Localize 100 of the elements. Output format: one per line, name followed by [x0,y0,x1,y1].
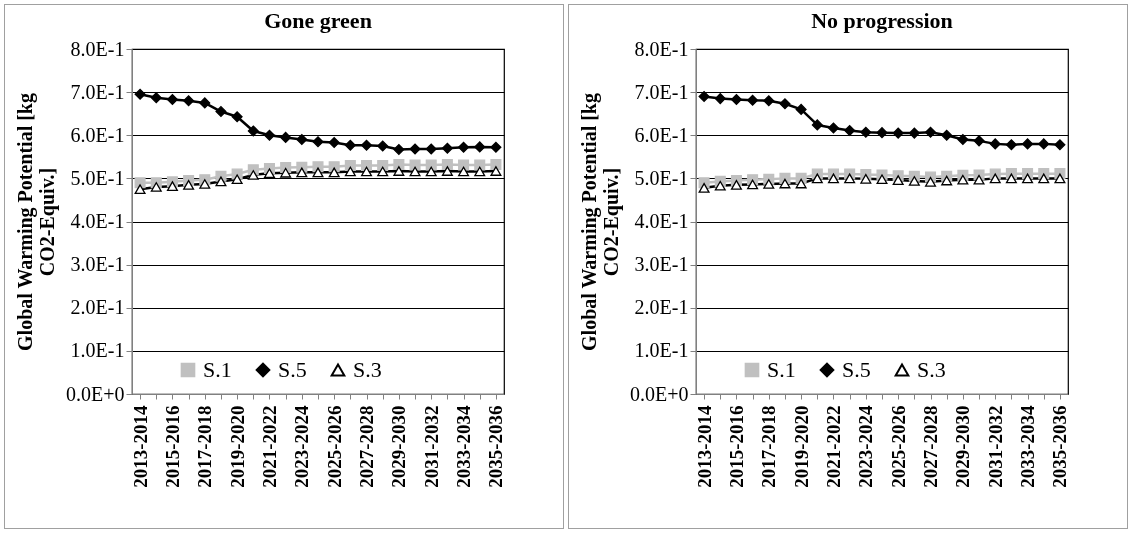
chart-title: Gone green [264,8,372,33]
point [763,95,775,107]
point [1054,139,1066,151]
chart-title: No progression [811,8,953,33]
point [409,159,421,171]
y-tick-label: 2.0E-1 [70,296,125,319]
x-tick-label: 2035-2036 [485,405,507,488]
point [876,127,888,139]
x-tick-label: 2019-2020 [790,405,812,488]
x-tick-label: 2017-2018 [758,405,780,488]
point [989,173,1001,184]
point [957,174,969,185]
x-tick-label: 2031-2032 [420,405,442,488]
point [763,179,775,189]
x-tick-label: 2031-2032 [984,405,1006,488]
point [827,122,839,134]
y-tick-label: 1.0E-1 [634,339,689,362]
point [263,168,275,179]
point [312,136,324,148]
point [425,166,437,177]
point [730,179,742,190]
point [973,174,985,185]
point [844,124,856,137]
y-tick-label: 8.0E-1 [634,37,689,60]
point [860,126,872,138]
point [941,129,953,141]
point [296,167,308,178]
point [698,182,710,193]
point [747,179,759,190]
x-tick-label: 2027-2028 [356,405,378,488]
legend-label: S.5 [278,357,307,382]
point [134,88,146,100]
point [150,92,162,104]
point [490,159,502,171]
point [714,180,726,191]
point [183,95,195,107]
point [779,98,791,110]
y-tick-label: 4.0E-1 [70,210,125,232]
x-tick-label: 2023-2024 [855,405,877,488]
point [908,127,920,139]
point [827,173,839,184]
point [199,97,211,109]
y-tick-label: 2.0E-1 [634,296,689,319]
point [795,178,807,189]
point [1005,139,1017,151]
x-tick-label: 2013-2014 [129,405,151,488]
point [263,129,275,141]
legend-label: S.5 [842,357,871,382]
point [973,135,985,147]
point [344,166,356,177]
x-tick-label: 2033-2034 [453,405,475,488]
legend-label: S.1 [767,357,796,382]
x-tick-label: 2035-2036 [1049,405,1071,488]
y-tick-label: 6.0E-1 [634,123,689,146]
y-tick-label: 7.0E-1 [70,80,125,103]
legend-label: S.1 [203,357,232,382]
point [941,175,953,186]
x-tick-label: 2029-2030 [952,405,974,488]
point [215,106,227,118]
point [134,184,146,195]
y-tick-label: 5.0E-1 [70,166,125,189]
point [474,159,486,171]
y-tick-label: 6.0E-1 [70,123,125,146]
y-tick-label: 4.0E-1 [634,210,689,232]
point [377,140,389,152]
point [811,119,823,131]
point [1038,138,1050,150]
point [280,167,292,178]
point [1038,173,1050,184]
point [247,125,259,137]
point [795,103,807,115]
point [714,93,726,105]
point [183,179,195,190]
point [150,182,162,192]
point [296,134,308,146]
point [393,159,405,171]
point [361,166,373,177]
point [280,131,292,143]
point [328,137,340,149]
x-tick-label: 2021-2022 [258,405,280,488]
point [698,90,710,102]
point [892,127,904,139]
y-tick-label: 8.0E-1 [70,37,125,60]
point [989,138,1001,150]
x-tick-label: 2013-2014 [693,405,715,488]
point [458,159,470,171]
point [925,126,937,138]
x-tick-label: 2023-2024 [291,405,313,488]
point [860,173,872,184]
point [425,159,437,171]
point [747,94,759,106]
x-tick-label: 2027-2028 [920,405,942,488]
point [490,166,502,176]
legend-label: S.3 [353,357,382,382]
point [1022,138,1034,150]
point [215,176,227,187]
y-tick-label: 5.0E-1 [634,166,689,189]
point [1022,173,1034,184]
y-axis-title: Global Warming Potential [kg CO2-Equiv.] [578,93,623,351]
y-tick-label: 3.0E-1 [70,253,125,276]
